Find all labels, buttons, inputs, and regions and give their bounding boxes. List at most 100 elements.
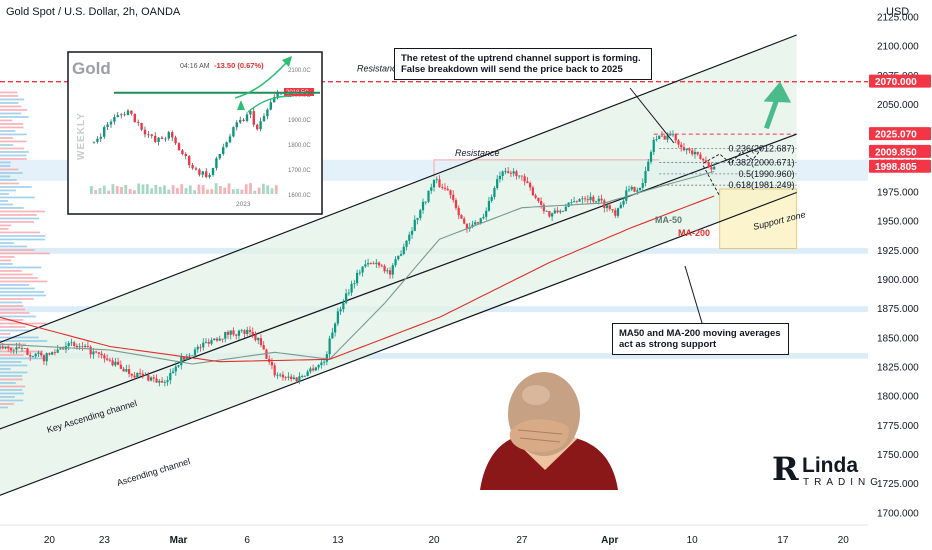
- candle-body: [204, 341, 208, 343]
- candle-body: [572, 201, 576, 203]
- candle-body: [531, 187, 534, 196]
- candle-body: [138, 372, 142, 374]
- candle-body: [40, 352, 43, 356]
- inset-volume-bar: [163, 185, 166, 194]
- candle-body: [471, 224, 474, 227]
- brand-logo: R Linda TRADING: [772, 450, 878, 492]
- support-zone-box: [719, 188, 798, 249]
- x-tick-label: 13: [332, 535, 344, 546]
- candle-body: [215, 338, 219, 341]
- inset-candle-body: [126, 110, 130, 116]
- candle-body: [276, 374, 279, 376]
- inset-candle-body: [262, 116, 266, 122]
- candle-body: [625, 190, 628, 201]
- volume-profile-bar: [0, 333, 11, 335]
- candle-body: [177, 365, 180, 367]
- candle-body: [196, 346, 199, 350]
- candle-body: [202, 342, 205, 348]
- inset-volume-bar: [167, 189, 171, 194]
- candle-body: [597, 198, 600, 202]
- candle-body: [680, 144, 683, 148]
- volume-profile-bar: [0, 158, 27, 160]
- inset-volume-bar: [154, 184, 158, 194]
- inset-volume-bar: [111, 184, 115, 194]
- candle-body: [240, 330, 243, 332]
- candle-body: [616, 208, 620, 216]
- volume-profile-bar: [0, 175, 11, 178]
- candle-body: [210, 340, 213, 344]
- volume-profile-bar: [0, 406, 9, 409]
- volume-profile-bar: [0, 172, 23, 174]
- volume-profile-bar: [0, 396, 15, 398]
- inset-candle-body: [215, 158, 218, 168]
- volume-profile-bar: [0, 329, 32, 332]
- resistance-label: Resistance: [455, 148, 500, 158]
- ma-note: MA50 and MA-200 moving averages act as s…: [612, 323, 789, 355]
- volume-profile-bar: [0, 144, 14, 146]
- candle-body: [611, 209, 614, 211]
- candle-body: [0, 346, 2, 348]
- inset-candle-body: [106, 124, 109, 128]
- candle-body: [380, 265, 383, 267]
- figure-head-highlight: [522, 385, 550, 405]
- inset-candle-body: [164, 138, 167, 140]
- candle-body: [339, 309, 342, 312]
- candle-body: [81, 346, 84, 348]
- volume-profile-bar: [0, 368, 11, 370]
- inset-candle-body: [92, 141, 96, 143]
- candle-body: [515, 171, 518, 177]
- candle-body: [213, 338, 216, 341]
- inset-volume-bar: [270, 188, 274, 194]
- target-arrow-head: [763, 81, 792, 103]
- candle-body: [427, 190, 430, 202]
- inset-candle-body: [167, 132, 170, 139]
- x-tick-label: 27: [516, 535, 528, 546]
- inset-trend-arrow: [234, 61, 288, 99]
- time-axis-bg: [0, 525, 932, 550]
- candle-body: [710, 167, 713, 170]
- volume-profile-bar: [0, 179, 17, 181]
- x-tick-label: 20: [44, 535, 56, 546]
- candle-body: [693, 151, 697, 155]
- candle-body: [246, 329, 249, 334]
- candle-body: [218, 338, 221, 341]
- inset-candle-body: [205, 171, 208, 177]
- candle-body: [397, 255, 400, 260]
- inset-volume-bar: [262, 183, 265, 194]
- y-tick-label: 1800.000: [877, 392, 919, 403]
- inset-volume-bar: [90, 186, 93, 194]
- inset-candle-body: [143, 129, 147, 135]
- inset-candle-body: [218, 154, 221, 159]
- candle-body: [103, 355, 106, 359]
- candle-body: [185, 356, 188, 360]
- volume-profile-bar: [0, 231, 40, 234]
- inset-candle-body: [154, 135, 157, 142]
- chart-title: Gold Spot / U.S. Dollar, 2h, OANDA: [6, 6, 181, 18]
- inset-volume-bar: [197, 184, 201, 194]
- volume-profile-bar: [0, 392, 24, 395]
- candle-body: [454, 200, 458, 208]
- price-label-0: 2070.000: [875, 77, 917, 88]
- candle-body: [636, 190, 639, 192]
- y-tick-label: 1900.000: [877, 275, 919, 286]
- candle-body: [652, 139, 655, 153]
- candle-body: [372, 263, 375, 265]
- inset-candle-body: [228, 136, 232, 143]
- candle-body: [144, 375, 147, 376]
- candle-body: [84, 345, 87, 347]
- ma50-line: [0, 170, 715, 365]
- volume-profile-bar: [0, 238, 46, 241]
- volume-profile-bar: [0, 98, 25, 101]
- volume-profile-bar: [0, 123, 24, 125]
- candle-body: [20, 348, 24, 349]
- candle-body: [323, 361, 326, 363]
- inset-volume-bar: [133, 190, 136, 194]
- candle-body: [188, 355, 191, 357]
- volume-profile-bar: [0, 112, 22, 115]
- candle-body: [542, 204, 545, 212]
- y-tick-label: 1700.000: [877, 508, 919, 519]
- candle-body: [45, 353, 48, 362]
- candle-body: [237, 330, 241, 336]
- inset-candle-body: [201, 171, 204, 175]
